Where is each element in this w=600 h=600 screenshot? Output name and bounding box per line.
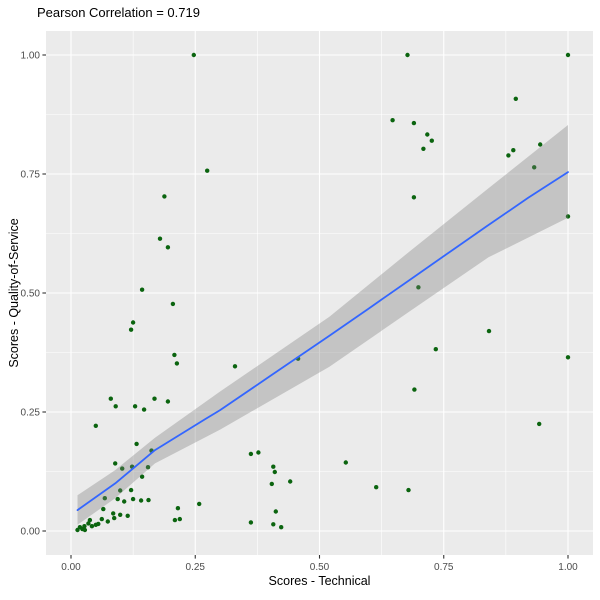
chart-title: Pearson Correlation = 0.719 [37,5,200,20]
data-point [130,496,136,502]
data-point [412,387,417,392]
data-point [256,450,261,455]
data-point [513,96,518,102]
data-point [96,521,101,527]
data-point [486,328,492,334]
y-tick-label: 0.50 [21,289,41,300]
data-point [411,120,417,126]
regression-line [76,171,569,512]
data-point [269,481,274,487]
data-point [101,506,106,512]
data-point [165,245,171,250]
data-point [125,513,130,518]
data-point [132,404,138,409]
data-point [102,496,108,501]
data-point [537,421,542,427]
data-point [86,521,91,526]
data-point [145,465,151,470]
x-tick-label: 0.50 [310,562,330,573]
data-point [248,451,254,457]
data-point [511,148,516,153]
y-tick-label: 1.00 [21,51,41,62]
data-point [118,512,123,517]
data-point [565,52,571,58]
data-point [139,287,145,292]
data-point [93,423,99,428]
data-point [139,474,145,479]
data-point [532,165,537,170]
data-point [279,525,284,530]
data-point [197,501,202,507]
data-point [506,153,511,158]
data-point [405,52,410,58]
data-point [111,511,116,516]
data-point [343,460,348,465]
data-point [416,285,421,290]
data-point [374,485,379,490]
y-tick-label: 0.75 [21,170,41,181]
data-point [271,522,276,527]
data-point [128,327,134,332]
data-point [433,347,438,352]
data-point [248,520,254,525]
x-tick-label: 0.75 [434,562,454,573]
data-point [191,52,196,58]
data-point [152,396,157,401]
data-point [146,497,151,503]
data-point [130,320,136,325]
data-point [205,168,210,173]
x-axis-title: Scores - Technical [268,574,371,588]
data-point [288,479,293,484]
data-point [170,301,176,307]
y-tick-label: 0.00 [21,527,41,538]
x-tick-label: 0.00 [61,562,81,573]
data-point [128,487,134,493]
data-point [157,236,163,241]
data-point [271,464,276,469]
data-point [134,441,139,447]
data-point [390,118,395,123]
data-point [82,527,88,533]
data-point [174,361,180,366]
data-point [538,142,543,147]
data-point [113,461,118,466]
data-point [425,132,430,137]
data-point [411,195,417,200]
data-point [565,214,571,219]
x-tick-label: 0.25 [186,562,206,573]
data-point [99,516,105,522]
data-point [112,515,117,521]
data-point [89,524,95,529]
data-point [565,355,571,360]
data-point [75,527,80,533]
data-point [141,407,147,412]
x-tick-label: 1.00 [558,562,578,573]
data-point [113,404,118,409]
data-point [138,498,144,503]
data-point [172,352,177,358]
data-point [273,509,278,514]
data-point [232,364,238,369]
data-point [272,469,277,475]
data-point [87,517,93,523]
y-axis-title: Scores - Quality-of-Service [7,218,21,368]
data-point [115,496,120,502]
data-point [118,488,123,493]
data-point [105,519,111,524]
data-point [429,138,434,143]
data-point [172,517,178,523]
data-point [175,506,181,511]
data-point [177,516,182,522]
data-point [165,399,171,404]
confidence-band [77,125,568,525]
data-point [162,194,167,199]
data-point [120,466,125,471]
y-tick-label: 0.25 [21,408,41,419]
data-point [108,396,114,401]
data-point [421,146,426,151]
data-point [406,487,411,493]
data-point [122,499,127,504]
